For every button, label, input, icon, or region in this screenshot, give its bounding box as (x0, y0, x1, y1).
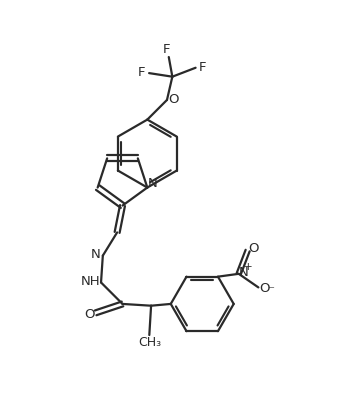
Text: F: F (163, 43, 171, 56)
Text: O: O (168, 94, 179, 107)
Text: CH₃: CH₃ (139, 336, 162, 349)
Text: N: N (239, 265, 249, 278)
Text: O: O (84, 308, 94, 321)
Text: NH: NH (80, 275, 100, 288)
Text: ⁻: ⁻ (267, 285, 274, 298)
Text: O: O (259, 282, 270, 295)
Text: +: + (244, 263, 253, 273)
Text: N: N (91, 248, 101, 261)
Text: O: O (248, 242, 259, 255)
Text: F: F (199, 61, 206, 74)
Text: N: N (148, 178, 158, 191)
Text: F: F (138, 66, 146, 79)
